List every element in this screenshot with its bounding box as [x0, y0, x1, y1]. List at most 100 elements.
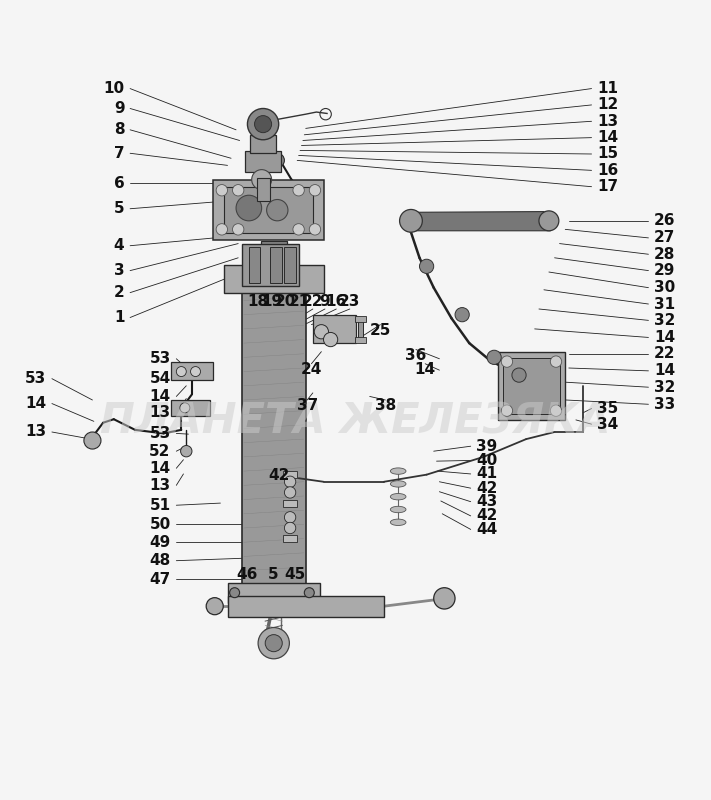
Text: 23: 23: [339, 294, 360, 310]
Bar: [250, 134, 276, 153]
Text: 37: 37: [296, 398, 318, 413]
Text: 48: 48: [149, 553, 171, 568]
Text: 46: 46: [237, 567, 258, 582]
Text: 15: 15: [597, 146, 619, 162]
Circle shape: [284, 512, 296, 523]
Circle shape: [512, 368, 526, 382]
Text: 10: 10: [103, 81, 124, 96]
Text: 39: 39: [476, 438, 498, 454]
Text: 42: 42: [269, 468, 290, 483]
Circle shape: [252, 170, 272, 190]
Text: 35: 35: [597, 401, 619, 416]
Text: 22: 22: [302, 294, 324, 310]
Text: 9: 9: [114, 101, 124, 116]
Text: 14: 14: [149, 389, 171, 404]
Text: 43: 43: [476, 494, 498, 509]
Text: 14: 14: [415, 362, 436, 377]
Text: 53: 53: [25, 371, 46, 386]
Circle shape: [265, 634, 282, 652]
Text: 12: 12: [597, 98, 619, 113]
Text: 27: 27: [654, 230, 675, 246]
Ellipse shape: [390, 494, 406, 500]
Text: 20: 20: [275, 294, 296, 310]
Text: 24: 24: [301, 362, 322, 377]
Text: 18: 18: [247, 294, 268, 310]
Circle shape: [284, 522, 296, 534]
Text: 22: 22: [654, 346, 675, 362]
Circle shape: [258, 627, 289, 659]
Ellipse shape: [390, 481, 406, 487]
Text: 53: 53: [149, 351, 171, 366]
Text: 41: 41: [476, 466, 498, 482]
Circle shape: [293, 224, 304, 235]
Circle shape: [309, 185, 321, 196]
Text: 14: 14: [597, 130, 619, 145]
Text: 49: 49: [149, 534, 171, 550]
Circle shape: [270, 154, 284, 167]
Circle shape: [293, 185, 304, 196]
Text: 11: 11: [597, 81, 619, 96]
Text: 50: 50: [149, 517, 171, 532]
Circle shape: [247, 109, 279, 140]
Bar: [358, 319, 363, 340]
Circle shape: [434, 588, 455, 609]
Text: 14: 14: [149, 461, 171, 476]
Text: 36: 36: [405, 348, 427, 362]
Bar: [503, 358, 560, 414]
Text: 21: 21: [289, 294, 310, 310]
Text: 8: 8: [114, 122, 124, 138]
Text: 13: 13: [25, 425, 46, 439]
Bar: [355, 338, 366, 343]
Text: 53: 53: [149, 426, 171, 441]
Bar: [284, 247, 296, 282]
Text: 17: 17: [597, 179, 619, 194]
Bar: [224, 265, 324, 294]
Circle shape: [501, 405, 513, 416]
Circle shape: [400, 210, 422, 232]
Text: 3: 3: [114, 263, 124, 278]
Text: 44: 44: [476, 522, 498, 537]
Circle shape: [455, 307, 469, 322]
Circle shape: [539, 211, 559, 230]
Text: 47: 47: [149, 572, 171, 586]
Text: 13: 13: [149, 478, 171, 493]
Bar: [270, 247, 282, 282]
Text: 42: 42: [476, 481, 498, 496]
Text: 5: 5: [268, 567, 278, 582]
Circle shape: [216, 224, 228, 235]
Bar: [249, 247, 260, 282]
Circle shape: [176, 366, 186, 377]
Bar: [171, 400, 210, 416]
Text: 16: 16: [326, 294, 347, 310]
Text: 4: 4: [114, 238, 124, 254]
Text: 29: 29: [654, 263, 675, 278]
Circle shape: [181, 446, 192, 457]
Circle shape: [232, 224, 244, 235]
Polygon shape: [409, 211, 555, 230]
Text: 51: 51: [149, 498, 171, 513]
Circle shape: [550, 356, 562, 367]
Bar: [257, 178, 270, 201]
Bar: [261, 242, 287, 266]
Bar: [355, 316, 366, 322]
Ellipse shape: [390, 506, 406, 513]
Text: 13: 13: [597, 114, 619, 129]
Circle shape: [236, 195, 262, 221]
Circle shape: [255, 115, 272, 133]
Circle shape: [206, 598, 223, 614]
Text: 32: 32: [654, 313, 675, 328]
Bar: [245, 151, 281, 173]
Circle shape: [314, 325, 328, 339]
Bar: [498, 352, 565, 420]
Text: 32: 32: [654, 380, 675, 394]
Text: 34: 34: [597, 417, 619, 432]
Text: 30: 30: [654, 280, 675, 295]
Circle shape: [324, 333, 338, 346]
Text: ПЛАНЕТА ЖЕЛЕЗЯКА: ПЛАНЕТА ЖЕЛЕЗЯКА: [100, 400, 611, 442]
Text: 9: 9: [320, 294, 330, 310]
Text: 38: 38: [375, 398, 396, 413]
Ellipse shape: [390, 519, 406, 526]
Circle shape: [501, 356, 513, 367]
Circle shape: [216, 185, 228, 196]
Circle shape: [284, 476, 296, 487]
